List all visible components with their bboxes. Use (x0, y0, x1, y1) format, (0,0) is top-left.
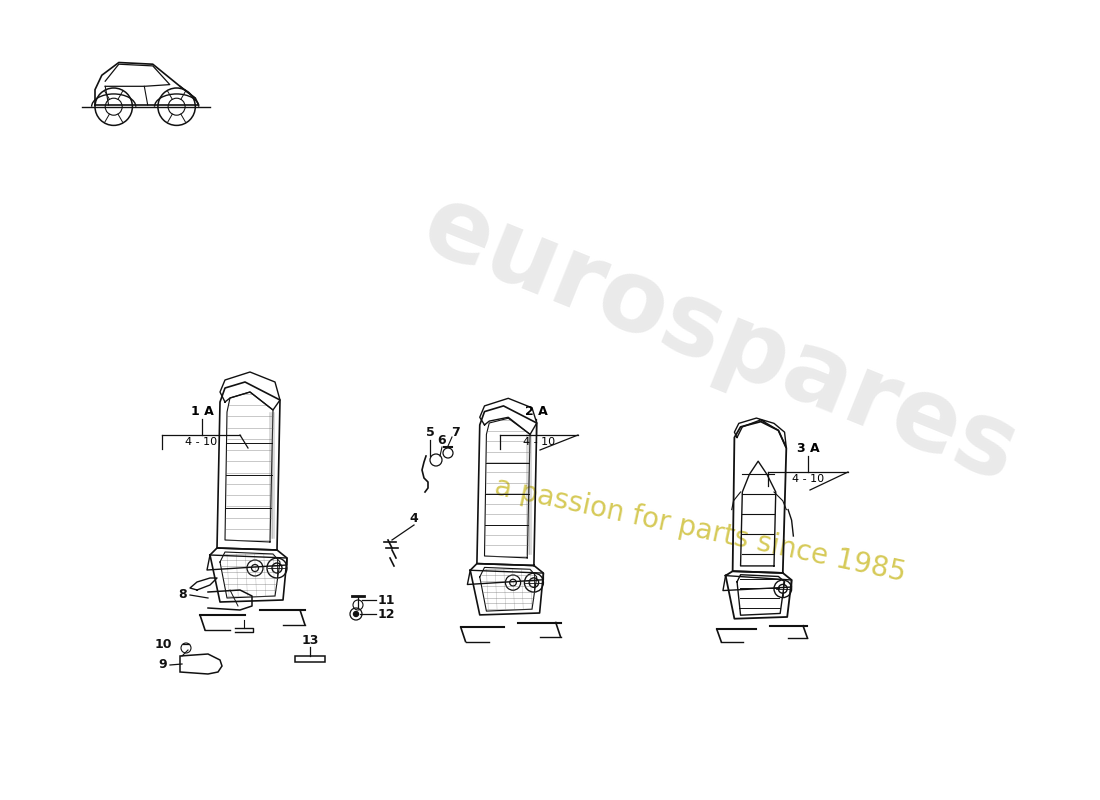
Text: 4 - 10: 4 - 10 (792, 474, 824, 484)
Text: 4 - 10: 4 - 10 (522, 437, 556, 447)
Text: 10: 10 (154, 638, 172, 651)
Text: a passion for parts since 1985: a passion for parts since 1985 (492, 473, 909, 587)
Text: 9: 9 (158, 658, 167, 671)
Text: eurospares: eurospares (409, 177, 1031, 503)
Text: 2 A: 2 A (525, 405, 548, 418)
Text: 4 - 10: 4 - 10 (185, 437, 217, 447)
Text: 3 A: 3 A (796, 442, 820, 455)
Text: 11: 11 (378, 594, 396, 606)
Text: 1 A: 1 A (190, 405, 213, 418)
Text: 5: 5 (426, 426, 434, 438)
Text: 12: 12 (378, 607, 396, 621)
Text: 4: 4 (409, 511, 418, 525)
Text: 6: 6 (438, 434, 447, 446)
Text: 13: 13 (301, 634, 319, 646)
Text: 8: 8 (178, 589, 187, 602)
Circle shape (353, 611, 359, 617)
Text: 7: 7 (451, 426, 460, 438)
